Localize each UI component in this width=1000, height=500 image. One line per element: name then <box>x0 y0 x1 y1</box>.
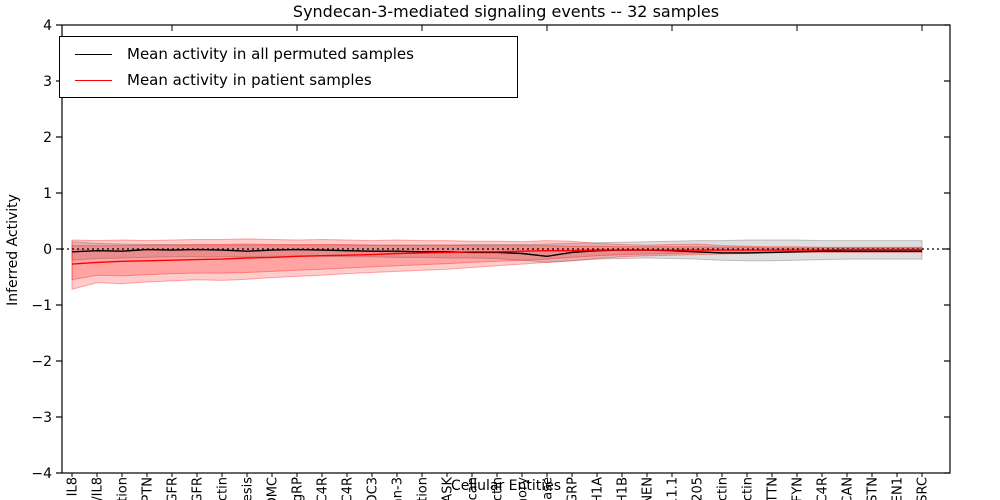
x-tick-label: CTTN <box>766 477 781 500</box>
y-tick-label: −1 <box>31 298 52 314</box>
x-tick-label: limb bud formation <box>416 477 431 500</box>
x-tick-label: Syndecan-3/Src/Cortactin <box>216 477 231 500</box>
x-tick-label: Syndecan-3/EGFR <box>191 477 206 500</box>
x-tick-label: long-term memory <box>516 477 531 500</box>
legend-label: Mean activity in all permuted samples <box>127 45 414 63</box>
permuted-line-swatch <box>75 53 112 55</box>
x-tick-label: SRC <box>916 477 931 500</box>
x-tick-label: NCSTN <box>866 477 881 500</box>
legend-entry-permuted: Mean activity in all permuted samples <box>60 42 517 66</box>
patient-line-swatch <box>75 79 112 81</box>
x-tick-label: FYN <box>791 477 806 500</box>
legend-label: Mean activity in patient samples <box>127 71 372 89</box>
x-tick-label: Syndecan-3/CASK <box>441 477 456 500</box>
x-tick-label: Gamma Secretase <box>541 477 556 500</box>
x-tick-label: GO:0007205 <box>691 477 706 500</box>
x-tick-label: Syndecan-3/IL8 <box>91 477 106 500</box>
x-tick-label: APH1B <box>616 477 631 500</box>
x-tick-label: neuron projection morphogenesis <box>241 477 256 500</box>
y-tick-label: −2 <box>31 354 52 370</box>
x-tick-label: FGFR/FGF/Syndecan-3 <box>391 477 406 500</box>
y-tick-label: 3 <box>43 74 52 90</box>
x-tick-label: Syndecan-3/Neurocan <box>466 477 481 500</box>
x-tick-label: positive regulation of leukocyte migrati… <box>116 477 131 500</box>
x-tick-label: NCAN <box>841 477 856 500</box>
x-tick-label: PTN <box>141 477 156 500</box>
y-tick-label: 2 <box>43 130 52 146</box>
x-tick-label: Fyn/Cortactin <box>716 477 731 500</box>
x-tick-label: MC4R <box>816 477 831 500</box>
y-tick-label: −3 <box>31 410 52 426</box>
y-tick-label: −4 <box>31 466 52 482</box>
y-axis-title: Inferred Activity <box>5 194 21 306</box>
x-tick-label: Syndecan-3/AgRP/MC4R <box>316 477 331 500</box>
x-tick-label: Syndecan-3/AgRP <box>291 477 306 500</box>
patient-mean-line <box>71 248 922 265</box>
x-tick-label: IL8 <box>66 477 81 496</box>
chart-title: Syndecan-3-mediated signaling events -- … <box>292 2 720 21</box>
y-tick-label: 1 <box>43 186 52 202</box>
x-tick-label: Syndecan-3/Fyn/Cortactin <box>491 477 506 500</box>
y-tick-label: 4 <box>43 18 52 34</box>
x-axis-title: Cellular Entities <box>450 478 562 494</box>
x-tick-label: APH1A <box>591 477 606 500</box>
legend-entry-patient: Mean activity in patient samples <box>60 68 517 92</box>
x-tick-label: EGFR <box>166 477 181 500</box>
x-tick-label: PSENEN <box>641 477 656 500</box>
x-tick-label: AGRP <box>566 477 581 500</box>
x-tick-label: POMC <box>266 477 281 500</box>
x-tick-label: Src/Cortactin <box>741 477 756 500</box>
x-tick-label: PSEN1 <box>891 477 906 500</box>
x-tick-label: RP11-540L11.1 <box>666 477 681 500</box>
x-tick-label: SDC3 <box>366 477 381 500</box>
x-tick-label: alpha-MSH/MC4R <box>341 477 356 500</box>
legend: Mean activity in all permuted samples Me… <box>59 36 518 98</box>
patient-band-outer <box>71 238 923 290</box>
y-tick-label: 0 <box>43 242 52 258</box>
